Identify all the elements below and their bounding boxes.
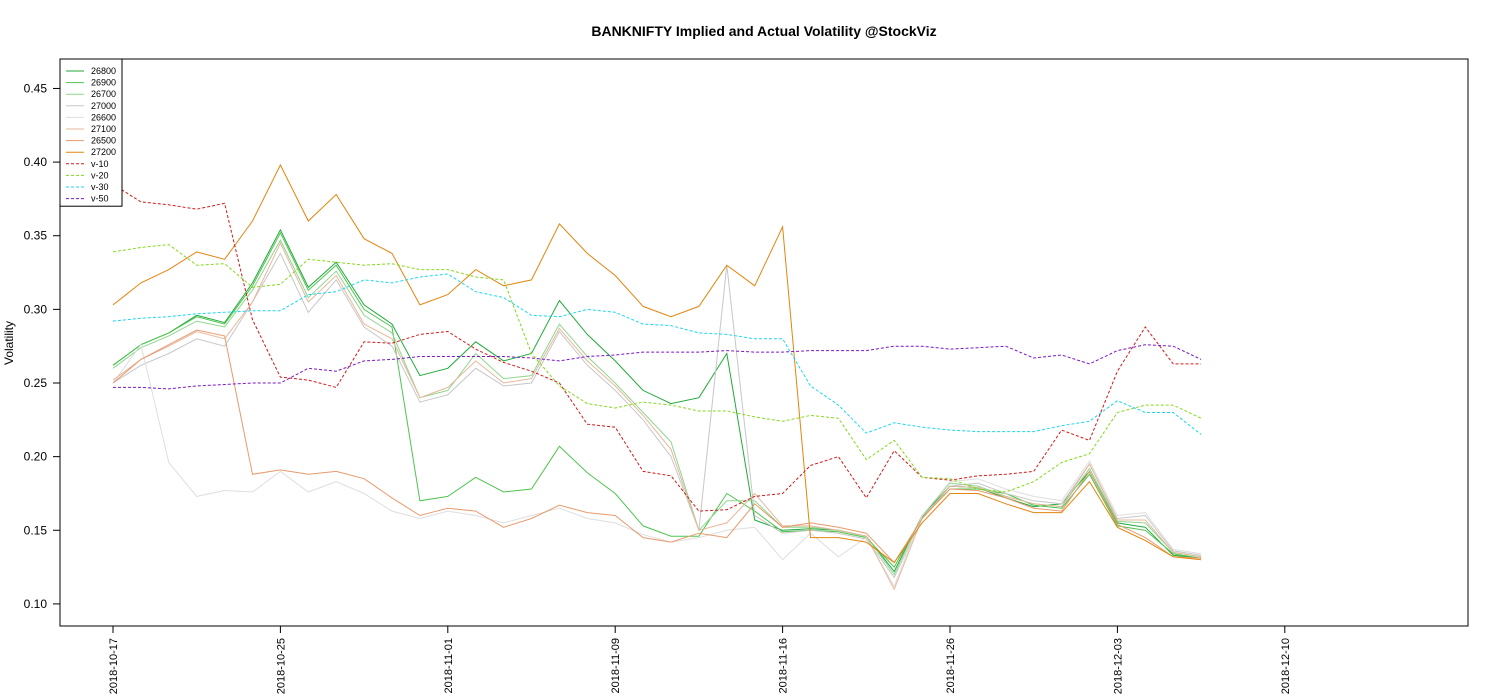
y-tick-label: 0.10	[24, 597, 48, 611]
series-line-v-50	[113, 344, 1202, 390]
y-tick-label: 0.15	[24, 523, 48, 537]
series-line-26600	[112, 343, 1202, 588]
legend-label: v-10	[91, 159, 109, 169]
y-axis-label: Volatility	[2, 321, 16, 365]
y-tick-label: 0.40	[24, 155, 48, 169]
y-tick-label: 0.35	[24, 229, 48, 243]
series-line-26800	[112, 228, 1202, 573]
series-line-v-30	[112, 273, 1202, 435]
series-line-26700	[112, 239, 1202, 576]
series-line-27000	[112, 252, 1202, 579]
legend-box	[59, 58, 123, 207]
y-axis: 0.10 0.15 0.20 0.25 0.30 0.35 0.40 0.45	[24, 81, 61, 611]
plot-area-frame	[59, 58, 1469, 627]
x-tick-label: 2018-10-25	[275, 638, 287, 694]
x-tick-label: 2018-10-17	[108, 638, 120, 694]
legend-label: v-50	[91, 194, 109, 204]
x-tick-label: 2018-11-16	[778, 638, 790, 693]
legend-label: 27200	[91, 147, 116, 157]
legend-label: v-30	[91, 182, 109, 192]
legend-label: 26900	[91, 78, 116, 88]
y-tick-label: 0.20	[24, 450, 48, 464]
y-tick-label: 0.45	[24, 81, 48, 95]
legend-label: v-20	[91, 170, 109, 180]
legend-label: 26600	[91, 112, 116, 122]
series-line-26500	[112, 329, 1202, 564]
x-tick-label: 2018-12-03	[1112, 638, 1124, 694]
series-line-27200	[112, 163, 1202, 564]
series-layer	[112, 163, 1202, 591]
x-tick-label: 2018-11-01	[443, 638, 455, 693]
x-tick-label: 2018-12-10	[1280, 638, 1292, 694]
series-line-v-10	[112, 183, 1202, 512]
series-line-27100	[112, 241, 1202, 591]
x-tick-label: 2018-11-09	[610, 638, 622, 693]
x-axis: 2018-10-17 2018-10-25 2018-11-01 2018-11-09…	[108, 625, 1292, 694]
x-tick-label: 2018-11-26	[945, 638, 957, 693]
y-tick-label: 0.30	[24, 302, 48, 316]
legend-label: 27000	[91, 101, 116, 111]
legend-label: 26700	[91, 89, 116, 99]
legend-label: 26800	[91, 66, 116, 76]
series-line-v-20	[112, 244, 1202, 493]
legend-label: 26500	[91, 136, 116, 146]
legend-label: 27100	[91, 124, 116, 134]
chart-title: BANKNIFTY Implied and Actual Volatility …	[591, 23, 936, 39]
series-line-26900	[112, 231, 1202, 568]
y-tick-label: 0.25	[24, 376, 48, 390]
